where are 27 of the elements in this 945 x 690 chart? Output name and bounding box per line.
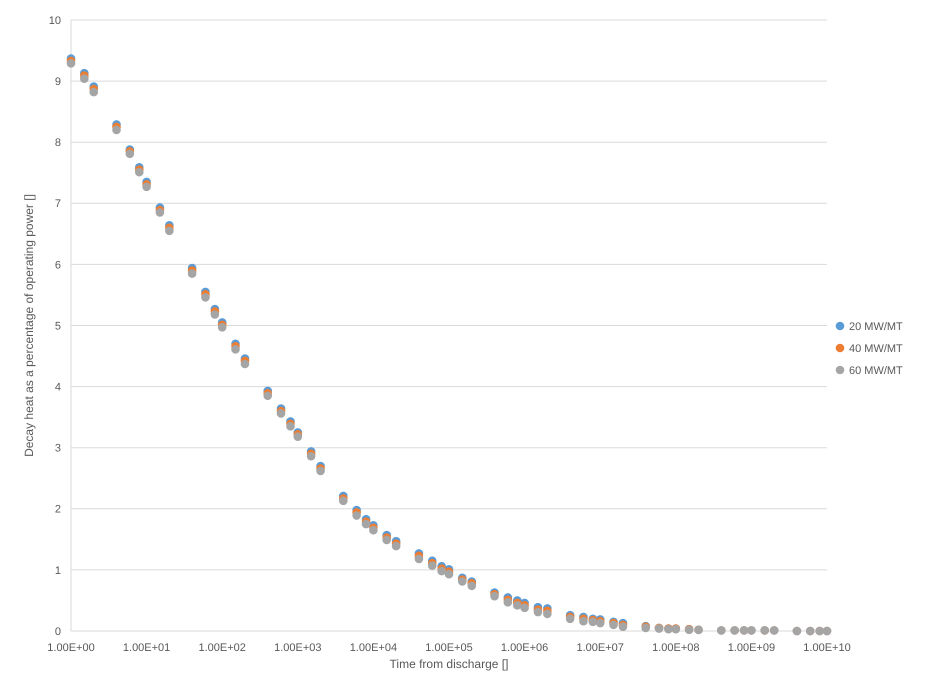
legend-label: 20 MW/MT [849, 320, 904, 333]
x-tick-label: 1.00E+00 [47, 642, 95, 654]
y-tick-label: 5 [54, 320, 61, 332]
x-tick-label: 1.00E+10 [803, 642, 851, 654]
y-tick-label: 1 [54, 564, 61, 577]
x-tick-label: 1.00E+08 [652, 642, 700, 654]
x-tick-label: 1.00E+02 [198, 642, 246, 654]
y-tick-label: 0 [54, 626, 61, 638]
y-tick-label: 7 [54, 198, 61, 210]
y-tick-label: 8 [54, 137, 61, 150]
x-tick-label: 1.00E+01 [122, 642, 170, 654]
x-tick-label: 1.00E+09 [728, 642, 776, 654]
x-tick-label: 1.00E+04 [350, 642, 398, 654]
x-axis-title: Time from discharge [] [390, 657, 508, 671]
y-tick-label: 6 [54, 259, 61, 272]
legend-label: 60 MW/MT [849, 364, 904, 377]
x-tick-label: 1.00E+07 [576, 642, 624, 654]
y-tick-label: 2 [54, 504, 61, 516]
y-tick-label: 10 [48, 14, 61, 27]
x-tick-label: 1.00E+03 [274, 642, 322, 654]
y-tick-label: 4 [54, 381, 61, 394]
legend-label: 40 MW/MT [849, 342, 904, 355]
x-tick-label: 1.00E+05 [425, 642, 473, 654]
x-tick-label: 1.00E+06 [500, 642, 548, 654]
y-tick-label: 3 [54, 442, 61, 455]
y-axis-title: Decay heat as a percentage of operating power [] [22, 194, 36, 457]
y-tick-label: 9 [54, 76, 61, 88]
